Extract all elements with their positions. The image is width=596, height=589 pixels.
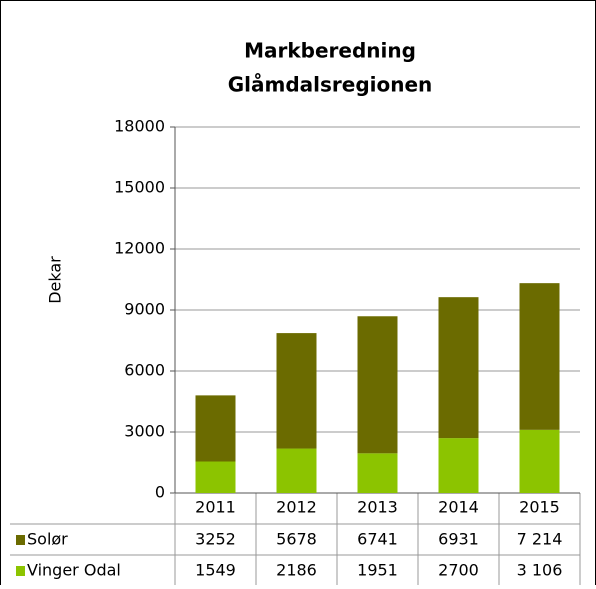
x-tick-label: 2013 [357, 498, 398, 517]
bar-segment [276, 333, 317, 449]
bar-segment [519, 429, 560, 493]
table-value: 7 214 [517, 530, 563, 549]
bar-segment [276, 448, 317, 493]
y-tick-label: 12000 [114, 239, 165, 258]
table-value: 3 106 [517, 561, 563, 580]
legend-key [16, 535, 25, 545]
y-axis-label: Dekar [46, 256, 65, 304]
x-tick-label: 2014 [438, 498, 479, 517]
bar-segment [519, 283, 560, 430]
bar-segment [357, 453, 398, 493]
x-tick-label: 2015 [519, 498, 560, 517]
table-value: 2700 [438, 561, 479, 580]
y-tick-label: 3000 [124, 422, 165, 441]
bar-segment [438, 438, 479, 493]
legend-label: Solør [27, 530, 68, 549]
x-tick-label: 2012 [276, 498, 317, 517]
bar-segment [195, 461, 236, 493]
table-value: 2186 [276, 561, 317, 580]
bar-segment [438, 297, 479, 439]
bar-segment [357, 316, 398, 454]
legend-key [16, 566, 25, 576]
chart-title: Markberedning [244, 39, 416, 63]
y-tick-label: 9000 [124, 300, 165, 319]
table-value: 1951 [357, 561, 398, 580]
y-tick-label: 15000 [114, 178, 165, 197]
y-tick-label: 18000 [114, 117, 165, 136]
chart-title: Glåmdalsregionen [228, 73, 433, 97]
y-tick-label: 0 [155, 483, 165, 502]
table-value: 5678 [276, 530, 317, 549]
bar-segment [195, 395, 236, 462]
legend-label: Vinger Odal [27, 561, 121, 580]
x-tick-label: 2011 [195, 498, 236, 517]
table-value: 3252 [195, 530, 236, 549]
table-value: 6931 [438, 530, 479, 549]
table-value: 1549 [195, 561, 236, 580]
y-tick-label: 6000 [124, 361, 165, 380]
table-value: 6741 [357, 530, 398, 549]
